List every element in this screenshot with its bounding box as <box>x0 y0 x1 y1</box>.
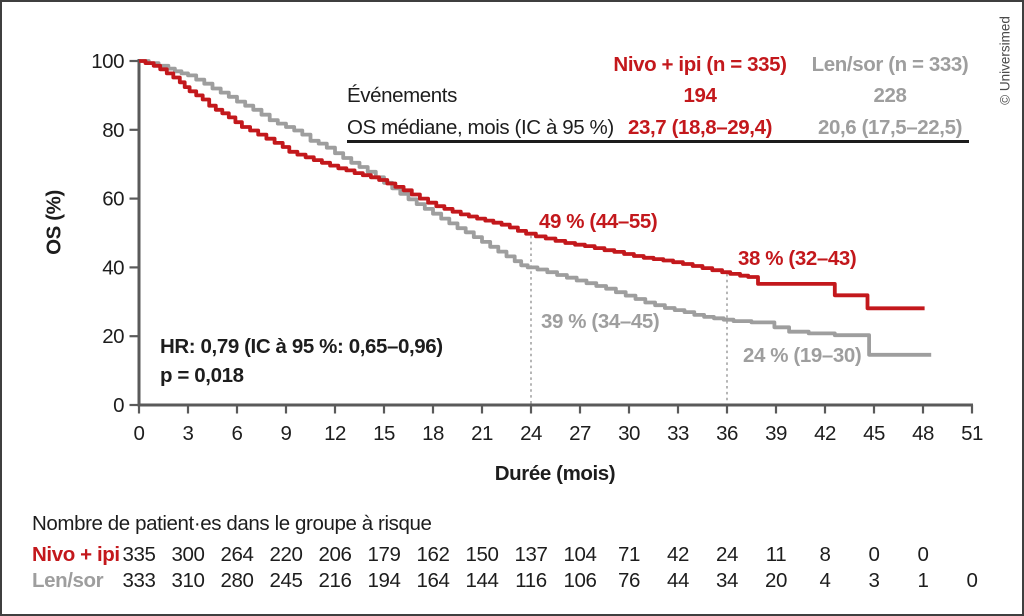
summary-col-header-nivo-ipi: Nivo + ipi (n = 335) <box>613 53 787 76</box>
risk-count: 333 <box>122 569 156 592</box>
landmark-24mo-nivo-ipi: 49 % (44–55) <box>539 210 658 233</box>
risk-count: 3 <box>868 569 880 592</box>
x-tick-label: 36 <box>716 422 738 445</box>
x-tick-label: 33 <box>667 422 689 445</box>
x-tick-label: 48 <box>912 422 934 445</box>
risk-count: 194 <box>367 569 401 592</box>
events-nivo-ipi: 194 <box>683 84 717 107</box>
risk-count: 20 <box>764 569 787 592</box>
x-tick-label: 51 <box>961 422 983 445</box>
risk-count: 220 <box>269 543 303 566</box>
risk-counts-len-sor: 333 310 280 245 216 194 164 144 116 106 76 44 34 20 4 3… <box>2 568 1022 594</box>
y-tick-label: 40 <box>102 256 124 279</box>
summary-col-header-len-sor: Len/sor (n = 333) <box>811 53 969 76</box>
p-value-text: p = 0,018 <box>160 364 244 387</box>
x-tick-label: 42 <box>814 422 836 445</box>
risk-count: 0 <box>966 569 978 592</box>
hazard-ratio-text: HR: 0,79 (IC à 95 %: 0,65–0,96) <box>160 335 443 358</box>
risk-count: 216 <box>318 569 352 592</box>
risk-row-label-len-sor: Len/sor <box>32 569 104 592</box>
copyright-credit: © Universimed <box>997 16 1013 105</box>
risk-count: 162 <box>416 543 450 566</box>
risk-count: 150 <box>465 543 499 566</box>
risk-count: 310 <box>171 569 205 592</box>
y-tick-label: 20 <box>102 325 124 348</box>
os-curve-len-sor <box>139 59 932 357</box>
risk-count: 0 <box>917 543 929 566</box>
risk-count: 137 <box>514 543 548 566</box>
risk-count: 264 <box>220 543 254 566</box>
x-tick-label: 24 <box>520 422 542 445</box>
x-tick-label: 45 <box>863 422 885 445</box>
x-tick-label: 3 <box>183 422 194 445</box>
median-os-nivo-ipi: 23,7 (18,8–29,4) <box>627 116 773 139</box>
summary-row-label-median-os: OS médiane, mois (IC à 95 %) <box>347 116 614 139</box>
risk-count: 104 <box>563 543 597 566</box>
risk-count: 76 <box>617 569 640 592</box>
x-tick-label: 6 <box>232 422 243 445</box>
risk-count: 335 <box>122 543 156 566</box>
y-tick-label: 0 <box>113 394 124 417</box>
risk-count: 0 <box>868 543 880 566</box>
risk-table-title: Nombre de patient·es dans le groupe à ri… <box>32 512 432 535</box>
x-tick-label: 9 <box>281 422 292 445</box>
y-tick-label: 60 <box>102 188 124 211</box>
risk-count: 245 <box>269 569 303 592</box>
risk-count: 34 <box>715 569 738 592</box>
risk-count: 106 <box>563 569 597 592</box>
x-tick-label: 27 <box>569 422 591 445</box>
risk-count: 4 <box>819 569 831 592</box>
risk-count: 280 <box>220 569 254 592</box>
risk-count: 24 <box>715 543 738 566</box>
events-len-sor: 228 <box>873 84 907 107</box>
x-axis-title: Durée (mois) <box>494 462 616 485</box>
x-tick-label: 39 <box>765 422 787 445</box>
x-tick-label: 21 <box>471 422 493 445</box>
y-axis-title: OS (%) <box>42 190 66 255</box>
risk-row-label-nivo-ipi: Nivo + ipi <box>32 543 120 566</box>
median-os-len-sor: 20,6 (17,5–22,5) <box>817 116 963 139</box>
risk-counts-nivo-ipi: 335 300 264 220 206 179 162 150 137 104 71 42 24 11 8 0… <box>2 542 1022 568</box>
risk-count: 44 <box>666 569 689 592</box>
landmark-36mo-len-sor: 24 % (19–30) <box>743 344 862 367</box>
risk-count: 206 <box>318 543 352 566</box>
risk-count: 144 <box>465 569 499 592</box>
risk-count: 179 <box>367 543 401 566</box>
x-tick-label: 15 <box>373 422 395 445</box>
summary-row-label-events: Événements <box>347 84 457 107</box>
landmark-36mo-nivo-ipi: 38 % (32–43) <box>738 247 857 270</box>
risk-count: 164 <box>416 569 450 592</box>
x-tick-label: 30 <box>618 422 640 445</box>
x-tick-label: 12 <box>324 422 346 445</box>
y-tick-label: 80 <box>102 119 124 142</box>
summary-table-underline <box>347 140 969 143</box>
y-tick-label: 100 <box>91 50 124 73</box>
risk-count: 1 <box>917 569 929 592</box>
os-curve-nivo-ipi <box>139 59 925 311</box>
risk-count: 42 <box>666 543 689 566</box>
risk-count: 11 <box>765 543 787 566</box>
risk-count: 300 <box>171 543 205 566</box>
x-tick-label: 0 <box>134 422 145 445</box>
risk-count: 71 <box>617 543 640 566</box>
risk-count: 8 <box>819 543 831 566</box>
risk-count: 116 <box>515 569 547 592</box>
landmark-24mo-len-sor: 39 % (34–45) <box>541 310 660 333</box>
x-tick-label: 18 <box>422 422 444 445</box>
